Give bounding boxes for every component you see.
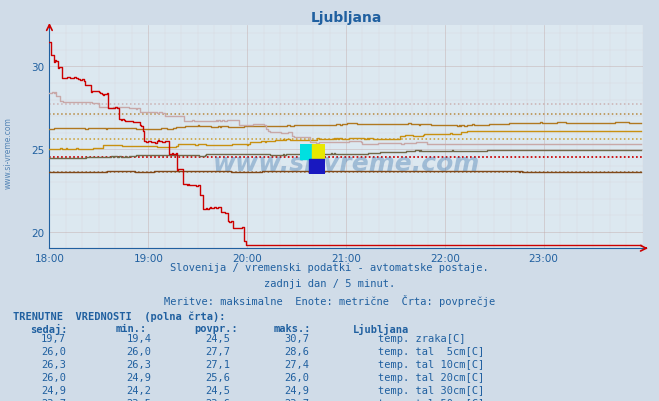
Text: Ljubljana: Ljubljana — [353, 323, 409, 334]
Text: 24,9: 24,9 — [41, 385, 66, 395]
Text: povpr.:: povpr.: — [194, 323, 238, 333]
Text: min.:: min.: — [115, 323, 146, 333]
Text: 19,4: 19,4 — [127, 334, 152, 344]
Text: 24,2: 24,2 — [127, 385, 152, 395]
Text: 26,0: 26,0 — [285, 372, 310, 382]
Text: 27,4: 27,4 — [285, 359, 310, 369]
Text: Slovenija / vremenski podatki - avtomatske postaje.: Slovenija / vremenski podatki - avtomats… — [170, 263, 489, 273]
Text: 27,1: 27,1 — [206, 359, 231, 369]
Text: 26,0: 26,0 — [41, 372, 66, 382]
Text: 23,7: 23,7 — [41, 398, 66, 401]
Text: 30,7: 30,7 — [285, 334, 310, 344]
Title: Ljubljana: Ljubljana — [310, 11, 382, 25]
Text: 23,7: 23,7 — [285, 398, 310, 401]
Text: 26,0: 26,0 — [127, 346, 152, 356]
Text: 23,5: 23,5 — [127, 398, 152, 401]
Text: Meritve: maksimalne  Enote: metrične  Črta: povprečje: Meritve: maksimalne Enote: metrične Črta… — [164, 295, 495, 307]
Text: 28,6: 28,6 — [285, 346, 310, 356]
Bar — [300, 144, 312, 160]
Text: 26,0: 26,0 — [41, 346, 66, 356]
Text: temp. tal 50cm[C]: temp. tal 50cm[C] — [378, 398, 484, 401]
Text: 19,7: 19,7 — [41, 334, 66, 344]
Text: 23,6: 23,6 — [206, 398, 231, 401]
Text: TRENUTNE  VREDNOSTI  (polna črta):: TRENUTNE VREDNOSTI (polna črta): — [13, 311, 225, 321]
Text: temp. tal  5cm[C]: temp. tal 5cm[C] — [378, 346, 484, 356]
Text: temp. zraka[C]: temp. zraka[C] — [378, 334, 465, 344]
Text: www.si-vreme.com: www.si-vreme.com — [212, 152, 480, 176]
Text: 26,3: 26,3 — [41, 359, 66, 369]
Bar — [308, 160, 325, 174]
Text: sedaj:: sedaj: — [30, 323, 67, 334]
Text: 24,9: 24,9 — [127, 372, 152, 382]
Text: zadnji dan / 5 minut.: zadnji dan / 5 minut. — [264, 279, 395, 289]
Text: 26,3: 26,3 — [127, 359, 152, 369]
Text: 24,5: 24,5 — [206, 385, 231, 395]
Text: www.si-vreme.com: www.si-vreme.com — [3, 117, 13, 188]
Text: 27,7: 27,7 — [206, 346, 231, 356]
Bar — [312, 144, 325, 160]
Text: 24,9: 24,9 — [285, 385, 310, 395]
Text: 24,5: 24,5 — [206, 334, 231, 344]
Text: temp. tal 30cm[C]: temp. tal 30cm[C] — [378, 385, 484, 395]
Text: temp. tal 10cm[C]: temp. tal 10cm[C] — [378, 359, 484, 369]
Text: temp. tal 20cm[C]: temp. tal 20cm[C] — [378, 372, 484, 382]
Text: 25,6: 25,6 — [206, 372, 231, 382]
Text: maks.:: maks.: — [273, 323, 311, 333]
